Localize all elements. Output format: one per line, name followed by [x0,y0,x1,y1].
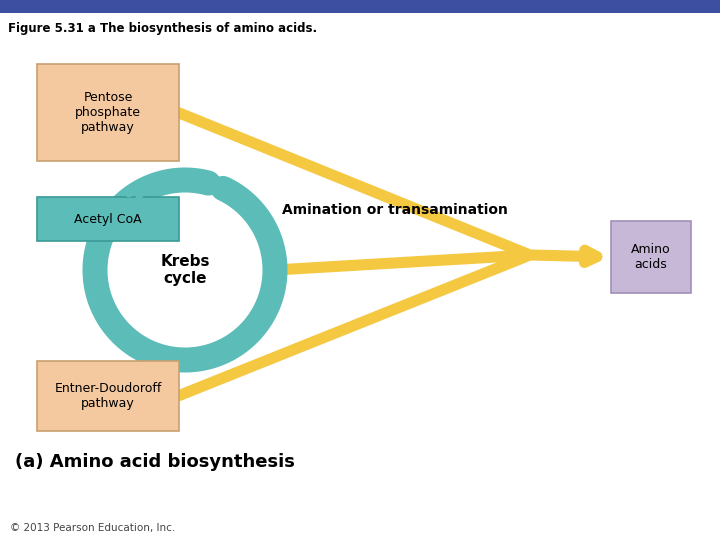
Text: Amino
acids: Amino acids [631,243,671,271]
FancyBboxPatch shape [37,64,179,161]
FancyBboxPatch shape [37,197,179,241]
FancyBboxPatch shape [37,361,179,431]
Bar [0,0,720,13]
Text: Krebs
cycle: Krebs cycle [161,254,210,286]
Text: Acetyl CoA: Acetyl CoA [74,213,142,226]
Text: Entner-Doudoroff
pathway: Entner-Doudoroff pathway [54,382,162,410]
Text: Amination or transamination: Amination or transamination [282,203,508,217]
Text: (a) Amino acid biosynthesis: (a) Amino acid biosynthesis [15,453,295,471]
FancyBboxPatch shape [611,221,691,293]
Text: Pentose
phosphate
pathway: Pentose phosphate pathway [75,91,141,134]
Text: Figure 5.31 a The biosynthesis of amino acids.: Figure 5.31 a The biosynthesis of amino … [8,22,317,35]
Text: © 2013 Pearson Education, Inc.: © 2013 Pearson Education, Inc. [10,523,175,533]
